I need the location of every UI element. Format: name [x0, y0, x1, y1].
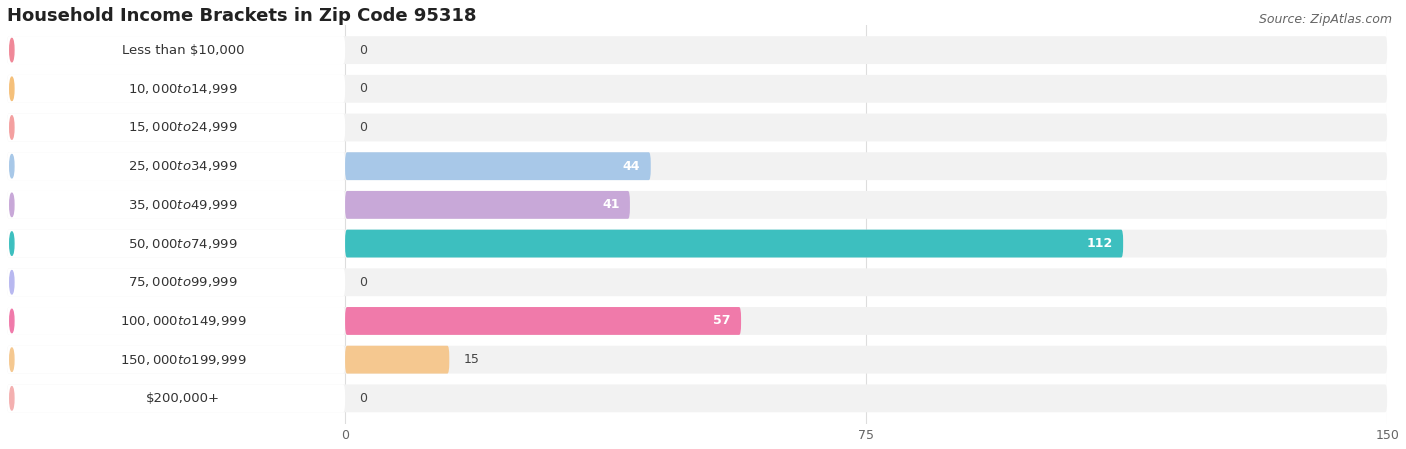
Circle shape	[10, 387, 14, 410]
FancyBboxPatch shape	[7, 152, 344, 180]
FancyBboxPatch shape	[7, 75, 1388, 103]
Text: 44: 44	[623, 160, 640, 173]
FancyBboxPatch shape	[7, 36, 344, 64]
Text: $25,000 to $34,999: $25,000 to $34,999	[128, 159, 238, 173]
Text: $150,000 to $199,999: $150,000 to $199,999	[120, 352, 246, 367]
Text: $200,000+: $200,000+	[146, 392, 219, 405]
FancyBboxPatch shape	[7, 346, 1388, 374]
Text: 0: 0	[359, 82, 367, 95]
Circle shape	[10, 271, 14, 294]
Text: $75,000 to $99,999: $75,000 to $99,999	[128, 275, 238, 289]
Text: 0: 0	[359, 44, 367, 57]
Circle shape	[10, 154, 14, 178]
FancyBboxPatch shape	[7, 75, 344, 103]
FancyBboxPatch shape	[7, 36, 1388, 64]
Circle shape	[10, 232, 14, 255]
Circle shape	[10, 348, 14, 371]
Text: $100,000 to $149,999: $100,000 to $149,999	[120, 314, 246, 328]
Text: $10,000 to $14,999: $10,000 to $14,999	[128, 82, 238, 96]
FancyBboxPatch shape	[344, 191, 630, 219]
FancyBboxPatch shape	[7, 384, 1388, 412]
FancyBboxPatch shape	[7, 114, 344, 141]
FancyBboxPatch shape	[7, 307, 1388, 335]
Text: $50,000 to $74,999: $50,000 to $74,999	[128, 237, 238, 251]
FancyBboxPatch shape	[7, 269, 344, 296]
Circle shape	[10, 309, 14, 333]
FancyBboxPatch shape	[7, 229, 1388, 257]
FancyBboxPatch shape	[7, 114, 1388, 141]
Circle shape	[10, 77, 14, 101]
FancyBboxPatch shape	[7, 269, 1388, 296]
Text: Source: ZipAtlas.com: Source: ZipAtlas.com	[1258, 13, 1392, 26]
FancyBboxPatch shape	[7, 152, 1388, 180]
Text: 41: 41	[602, 198, 620, 211]
Text: 15: 15	[463, 353, 479, 366]
Text: $35,000 to $49,999: $35,000 to $49,999	[128, 198, 238, 212]
FancyBboxPatch shape	[344, 346, 450, 374]
FancyBboxPatch shape	[7, 191, 1388, 219]
Circle shape	[10, 116, 14, 139]
FancyBboxPatch shape	[7, 307, 344, 335]
FancyBboxPatch shape	[7, 384, 344, 412]
Circle shape	[10, 193, 14, 216]
FancyBboxPatch shape	[344, 229, 1123, 257]
Text: 57: 57	[713, 314, 731, 327]
FancyBboxPatch shape	[344, 152, 651, 180]
FancyBboxPatch shape	[7, 346, 344, 374]
Circle shape	[10, 39, 14, 62]
FancyBboxPatch shape	[7, 191, 344, 219]
FancyBboxPatch shape	[344, 307, 741, 335]
Text: 0: 0	[359, 392, 367, 405]
Text: Household Income Brackets in Zip Code 95318: Household Income Brackets in Zip Code 95…	[7, 7, 477, 25]
Text: Less than $10,000: Less than $10,000	[121, 44, 245, 57]
Text: $15,000 to $24,999: $15,000 to $24,999	[128, 120, 238, 135]
Text: 0: 0	[359, 121, 367, 134]
Text: 112: 112	[1087, 237, 1112, 250]
Text: 0: 0	[359, 276, 367, 289]
FancyBboxPatch shape	[7, 229, 344, 257]
